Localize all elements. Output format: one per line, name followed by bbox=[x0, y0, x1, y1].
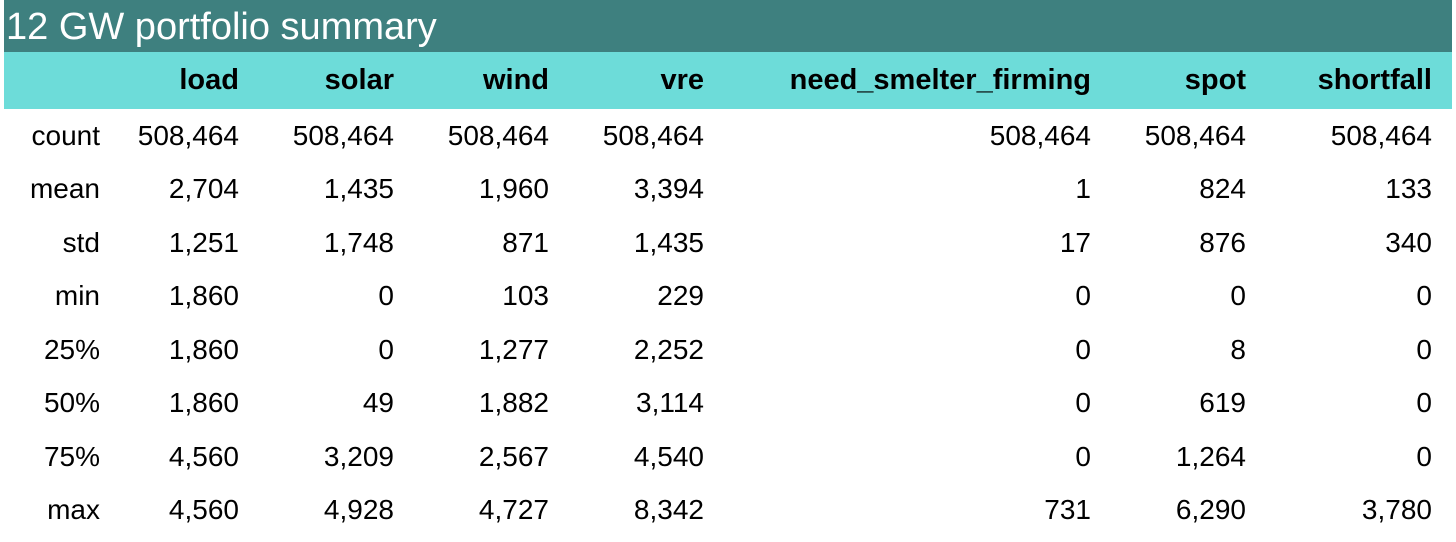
table-row: mean 2,704 1,435 1,960 3,394 1 824 133 bbox=[4, 163, 1452, 217]
table-cell: 508,464 bbox=[1144, 119, 1246, 151]
table-cell: 17 bbox=[1059, 226, 1091, 258]
table-cell: 1,860 bbox=[168, 333, 239, 365]
table-cell: 731 bbox=[1044, 494, 1091, 526]
table-cell: 0 bbox=[1075, 280, 1091, 312]
table-row: 75% 4,560 3,209 2,567 4,540 0 1,264 0 bbox=[4, 430, 1452, 484]
table-cell: 133 bbox=[1385, 173, 1432, 205]
row-label: count bbox=[31, 119, 101, 151]
table-cell: 508,464 bbox=[447, 119, 549, 151]
table-cell: 1,748 bbox=[323, 226, 394, 258]
column-header-wind: wind bbox=[482, 64, 549, 96]
table-cell: 876 bbox=[1199, 226, 1246, 258]
table-cell: 0 bbox=[1416, 440, 1432, 472]
table-row: 50% 1,860 49 1,882 3,114 0 619 0 bbox=[4, 377, 1452, 431]
table-cell: 3,114 bbox=[636, 387, 704, 419]
table-cell: 0 bbox=[1416, 280, 1432, 312]
table-cell: 0 bbox=[378, 333, 394, 365]
table-cell: 0 bbox=[1416, 333, 1432, 365]
table-cell: 0 bbox=[1075, 440, 1091, 472]
table-row: 25% 1,860 0 1,277 2,252 0 8 0 bbox=[4, 323, 1452, 377]
table-cell: 508,464 bbox=[1330, 119, 1432, 151]
table-title: 12 GW portfolio summary bbox=[4, 0, 1452, 52]
row-label: std bbox=[62, 226, 100, 258]
table-cell: 508,464 bbox=[602, 119, 704, 151]
table-cell: 2,567 bbox=[478, 440, 549, 472]
row-label: min bbox=[54, 280, 100, 312]
table-cell: 0 bbox=[1416, 387, 1432, 419]
table-cell: 3,394 bbox=[633, 173, 704, 205]
table-cell: 6,290 bbox=[1175, 494, 1246, 526]
table-cell: 1,435 bbox=[633, 226, 704, 258]
table-cell: 4,560 bbox=[168, 440, 239, 472]
column-header-load: load bbox=[179, 64, 239, 96]
table-cell: 0 bbox=[1075, 387, 1091, 419]
table-cell: 8 bbox=[1230, 333, 1246, 365]
table-cell: 340 bbox=[1385, 226, 1432, 258]
table-cell: 229 bbox=[657, 280, 704, 312]
column-header-solar: solar bbox=[324, 64, 394, 96]
column-header-shortfall: shortfall bbox=[1317, 64, 1432, 96]
table-cell: 1,251 bbox=[168, 226, 239, 258]
table-cell: 824 bbox=[1199, 173, 1246, 205]
table-cell: 871 bbox=[502, 226, 549, 258]
table-cell: 508,464 bbox=[292, 119, 394, 151]
table-cell: 2,252 bbox=[633, 333, 704, 365]
table-cell: 8,342 bbox=[633, 494, 704, 526]
row-label: 75% bbox=[43, 440, 100, 472]
table-cell: 1,277 bbox=[478, 333, 549, 365]
table-cell: 1,435 bbox=[323, 173, 394, 205]
column-header-spot: spot bbox=[1184, 64, 1246, 96]
table-cell: 1,264 bbox=[1175, 440, 1246, 472]
table-cell: 4,727 bbox=[478, 494, 549, 526]
row-label: 25% bbox=[43, 333, 100, 365]
table-cell: 1,960 bbox=[478, 173, 549, 205]
table-cell: 2,704 bbox=[168, 173, 239, 205]
table-row: count 508,464 508,464 508,464 508,464 508,464… bbox=[4, 109, 1452, 163]
table-cell: 508,464 bbox=[989, 119, 1091, 151]
table-cell: 3,209 bbox=[323, 440, 394, 472]
table-row: max 4,560 4,928 4,727 8,342 731 6,290 3,780 bbox=[4, 484, 1452, 538]
table-cell: 0 bbox=[1075, 333, 1091, 365]
table-cell: 4,540 bbox=[633, 440, 704, 472]
row-label: mean bbox=[29, 173, 100, 205]
table-cell: 1,860 bbox=[168, 387, 239, 419]
table-cell: 4,560 bbox=[168, 494, 239, 526]
column-header-vre: vre bbox=[660, 64, 704, 96]
table-cell: 103 bbox=[502, 280, 549, 312]
table-cell: 1,882 bbox=[478, 387, 549, 419]
table-row: min 1,860 0 103 229 0 0 0 bbox=[4, 270, 1452, 324]
table-cell: 3,780 bbox=[1361, 494, 1432, 526]
header-row: load solar wind vre need_smelter_firming… bbox=[4, 52, 1452, 109]
summary-table: load solar wind vre need_smelter_firming… bbox=[4, 52, 1452, 537]
table-cell: 508,464 bbox=[137, 119, 239, 151]
table-cell: 1,860 bbox=[168, 280, 239, 312]
table-body: count 508,464 508,464 508,464 508,464 508,464… bbox=[4, 109, 1452, 537]
row-label: 50% bbox=[43, 387, 100, 419]
table-row: std 1,251 1,748 871 1,435 17 876 340 bbox=[4, 216, 1452, 270]
table-cell: 49 bbox=[362, 387, 394, 419]
header-corner bbox=[4, 52, 130, 109]
table-cell: 0 bbox=[1230, 280, 1246, 312]
table-cell: 1 bbox=[1075, 173, 1091, 205]
row-label: max bbox=[47, 494, 100, 526]
table-cell: 4,928 bbox=[323, 494, 394, 526]
table-cell: 619 bbox=[1199, 387, 1246, 419]
table-cell: 0 bbox=[378, 280, 394, 312]
column-header-need-smelter-firming: need_smelter_firming bbox=[789, 64, 1091, 96]
